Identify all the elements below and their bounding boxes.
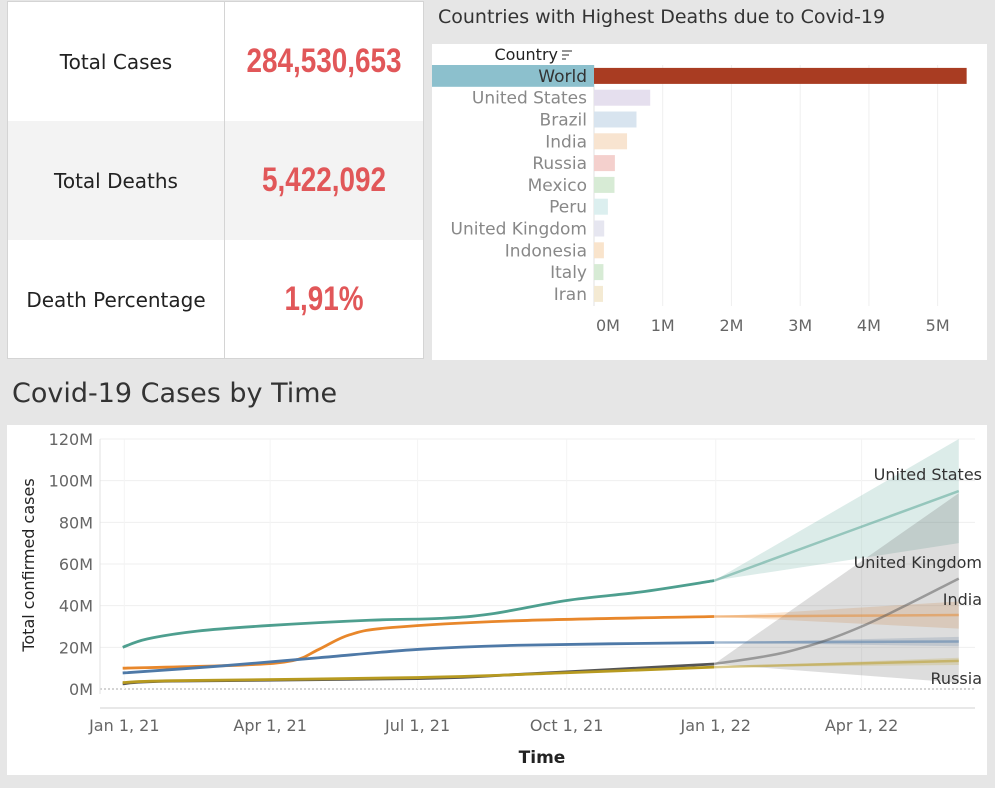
x-tick-label: 3M xyxy=(788,316,812,335)
series-line-russia xyxy=(122,665,715,684)
y-axis-title: Total confirmed cases xyxy=(19,478,38,652)
kpi-label: Death Percentage xyxy=(26,287,206,312)
y-tick-label: 100M xyxy=(49,472,93,491)
category-label: Peru xyxy=(549,198,587,218)
bar-brazil xyxy=(594,111,637,128)
bar-mexico xyxy=(594,176,615,193)
bar-russia xyxy=(594,155,615,172)
x-tick-label: 0M xyxy=(596,316,620,335)
bar-chart-panel: 0M 1M 2M 3M 4M 5M Country World United States Bra… xyxy=(432,44,987,360)
line-chart-title: Covid-19 Cases by Time xyxy=(12,378,338,409)
x-tick-label: Jan 1, 22 xyxy=(680,716,751,735)
x-axis-title: Time xyxy=(519,748,566,768)
category-label: Iran xyxy=(554,285,587,305)
forecast-band-united-kingdom xyxy=(714,493,959,683)
category-label: Mexico xyxy=(528,176,587,196)
series-label: Russia xyxy=(931,669,982,688)
kpi-panel: Total Cases 284,530,653 Total Deaths 5,4… xyxy=(7,1,424,359)
y-tick-label: 120M xyxy=(49,430,93,449)
bar-indonesia xyxy=(594,242,604,259)
bar-india xyxy=(594,133,628,150)
category-label: Italy xyxy=(550,263,587,283)
bar-united-kingdom xyxy=(594,220,605,237)
kpi-value-total-cases: 284,530,653 xyxy=(246,42,402,80)
highlight-label-bg xyxy=(432,65,594,87)
x-tick-label: Jan 1, 21 xyxy=(88,716,159,735)
x-tick-label: 1M xyxy=(651,316,675,335)
kpi-row-total-deaths: Total Deaths 5,422,092 xyxy=(8,121,423,240)
series-label: United Kingdom xyxy=(854,553,982,572)
sort-icon xyxy=(562,50,572,60)
category-label: India xyxy=(545,132,587,152)
x-tick-label: Jul 1, 21 xyxy=(384,716,450,735)
x-tick-label: 4M xyxy=(857,316,881,335)
bar-world xyxy=(594,67,967,84)
category-label: United Kingdom xyxy=(451,220,587,240)
bar-united-states xyxy=(594,89,651,106)
kpi-value-death-percentage: 1,91% xyxy=(284,280,364,318)
forecast-band-united-states xyxy=(714,439,959,581)
y-tick-label: 20M xyxy=(59,638,93,657)
category-header: Country xyxy=(494,45,558,64)
kpi-label: Total Cases xyxy=(59,49,173,74)
x-tick-label: Apr 1, 21 xyxy=(233,716,306,735)
category-label: Brazil xyxy=(540,111,587,131)
line-chart-panel: 0M 20M 40M 60M 80M 100M 120M Jan 1, 21 Apr 1, 21… xyxy=(7,425,987,775)
forecast-line-united-states xyxy=(713,489,960,582)
y-tick-label: 80M xyxy=(59,513,93,532)
y-tick-label: 40M xyxy=(59,597,93,616)
kpi-row-total-cases: Total Cases 284,530,653 xyxy=(8,2,423,121)
bar-iran xyxy=(594,285,604,302)
bar-chart-title: Countries with Highest Deaths due to Cov… xyxy=(438,6,886,28)
category-label: Indonesia xyxy=(505,241,587,261)
series-label: United States xyxy=(874,465,982,484)
series-line-brazil xyxy=(122,641,715,675)
y-tick-label: 0M xyxy=(69,680,93,699)
kpi-value-total-deaths: 5,422,092 xyxy=(261,161,387,199)
kpi-row-death-percentage: Death Percentage 1,91% xyxy=(8,240,423,359)
bar-italy xyxy=(594,264,604,281)
x-tick-label: Apr 1, 22 xyxy=(825,716,898,735)
x-tick-label: 5M xyxy=(926,316,950,335)
category-label: United States xyxy=(472,89,587,109)
x-tick-label: 2M xyxy=(719,316,743,335)
category-label: World xyxy=(538,67,587,87)
series-label: India xyxy=(943,590,982,609)
series-line-united-states xyxy=(122,579,715,649)
kpi-label: Total Deaths xyxy=(54,168,178,193)
forecast-line-india xyxy=(714,613,959,618)
x-tick-label: Oct 1, 21 xyxy=(530,716,603,735)
kpi-divider xyxy=(224,2,225,358)
forecast-line-brazil xyxy=(714,640,959,644)
category-label: Russia xyxy=(532,154,587,174)
forecast-line-russia xyxy=(714,659,959,669)
y-tick-label: 60M xyxy=(59,555,93,574)
bar-peru xyxy=(594,198,608,215)
forecast-line-united-kingdom xyxy=(713,577,960,666)
line-chart: 0M 20M 40M 60M 80M 100M 120M Jan 1, 21 Apr 1, 21… xyxy=(19,430,982,768)
